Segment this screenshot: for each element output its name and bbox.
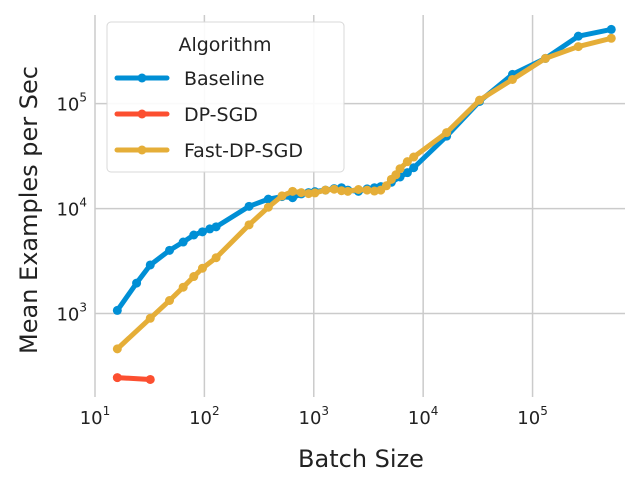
x-axis-ticks: 101 102 103 104 105 bbox=[80, 404, 548, 429]
series-line bbox=[114, 375, 153, 382]
legend-label: DP-SGD bbox=[184, 104, 258, 126]
data-point bbox=[381, 181, 391, 191]
y-tick-label: 104 bbox=[56, 196, 87, 221]
data-point bbox=[145, 260, 155, 270]
data-point bbox=[573, 31, 583, 41]
data-point bbox=[442, 128, 452, 138]
data-point bbox=[165, 296, 175, 305]
data-point bbox=[475, 95, 485, 105]
data-point bbox=[310, 188, 320, 198]
data-point bbox=[197, 263, 207, 273]
data-point bbox=[573, 42, 583, 52]
series-fast-dp-sgd bbox=[112, 33, 616, 354]
x-tick-label: 103 bbox=[299, 404, 330, 429]
data-point bbox=[329, 184, 339, 194]
legend-marker bbox=[137, 109, 147, 119]
x-tick-label: 104 bbox=[408, 404, 439, 429]
data-point bbox=[263, 202, 273, 212]
data-point bbox=[197, 227, 207, 237]
data-point bbox=[288, 186, 298, 196]
data-point bbox=[353, 185, 363, 194]
legend-marker bbox=[137, 145, 147, 155]
data-point bbox=[263, 194, 273, 204]
legend-label: Fast-DP-SGD bbox=[184, 140, 303, 162]
y-tick-label: 103 bbox=[56, 300, 87, 325]
data-point bbox=[112, 373, 122, 383]
legend-label: Baseline bbox=[184, 68, 265, 90]
legend-title: Algorithm bbox=[178, 34, 271, 56]
y-tick-label: 105 bbox=[56, 91, 87, 116]
series-dp-sgd bbox=[112, 373, 155, 384]
data-point bbox=[211, 253, 221, 263]
legend: Algorithm Baseline DP-SGD Fast-DP-SGD bbox=[106, 21, 345, 173]
data-point bbox=[178, 282, 188, 292]
data-point bbox=[362, 185, 372, 195]
data-point bbox=[321, 185, 331, 195]
data-point bbox=[606, 33, 616, 43]
data-point bbox=[178, 237, 188, 247]
data-point bbox=[402, 168, 412, 178]
data-point bbox=[145, 313, 155, 323]
data-point bbox=[507, 74, 517, 84]
data-point bbox=[288, 193, 298, 203]
data-point bbox=[189, 230, 199, 240]
data-point bbox=[189, 272, 199, 282]
data-point bbox=[395, 164, 405, 174]
data-point bbox=[211, 222, 221, 232]
data-point bbox=[244, 220, 254, 230]
data-point bbox=[112, 344, 122, 354]
data-point bbox=[409, 163, 419, 173]
data-point bbox=[244, 201, 254, 211]
y-axis-ticks: 103 104 105 bbox=[56, 91, 87, 326]
x-tick-label: 101 bbox=[80, 404, 111, 429]
legend-marker bbox=[137, 73, 147, 83]
data-point bbox=[606, 24, 616, 34]
series-layer bbox=[112, 24, 616, 384]
legend-box bbox=[106, 21, 345, 173]
data-point bbox=[165, 245, 175, 255]
data-point bbox=[343, 186, 353, 196]
data-point bbox=[296, 188, 306, 198]
data-point bbox=[145, 374, 155, 384]
data-point bbox=[540, 53, 550, 63]
data-point bbox=[402, 157, 412, 167]
data-point bbox=[112, 305, 122, 315]
data-point bbox=[277, 191, 287, 201]
x-tick-label: 102 bbox=[189, 404, 220, 429]
data-point bbox=[409, 152, 419, 162]
data-point bbox=[132, 278, 142, 288]
x-tick-label: 105 bbox=[517, 404, 548, 429]
x-axis-label: Batch Size bbox=[298, 445, 424, 473]
y-axis-label: Mean Examples per Sec bbox=[15, 66, 43, 354]
